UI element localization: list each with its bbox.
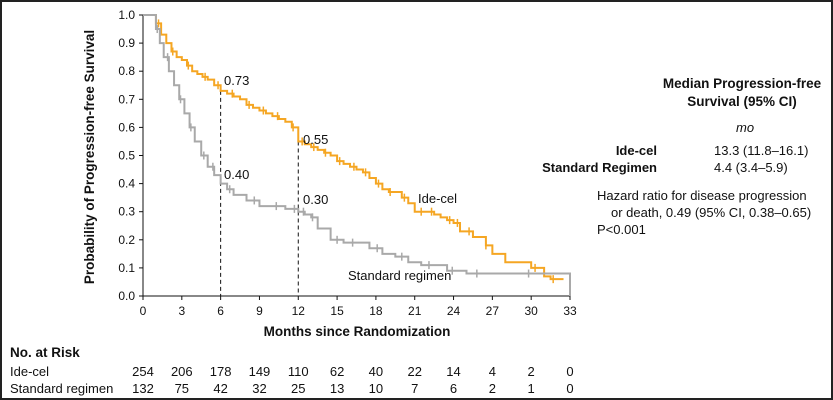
risk-value: 32 (252, 381, 267, 396)
x-tick-label: 15 (330, 304, 344, 318)
x-tick-label: 33 (563, 304, 577, 318)
risk-value: 13 (329, 381, 345, 396)
hazard-ratio-block: Hazard ratio for disease progression or … (597, 187, 827, 238)
risk-value: 22 (407, 364, 422, 379)
hazard-line-2: or death, 0.49 (95% CI, 0.38–0.65) (611, 205, 812, 220)
median-row-name-std: Standard Regimen (542, 160, 657, 175)
y-tick-label: 0.9 (118, 36, 135, 50)
risk-value: 254 (132, 364, 154, 379)
chart-labels: Probability of Progression-free Survival… (82, 30, 457, 339)
y-tick-label: 0.5 (118, 149, 135, 163)
x-tick-label: 0 (140, 304, 147, 318)
standard-curve-label: Standard regimen (348, 268, 451, 283)
median-row-value-std: 4.4 (3.4–5.9) (714, 160, 788, 175)
hazard-line-3: P<0.001 (597, 222, 646, 237)
median-row-value-ide: 13.3 (11.8–16.1) (714, 143, 809, 158)
y-axis-title: Probability of Progression-free Survival (82, 30, 97, 284)
y-tick-label: 0.4 (118, 177, 135, 191)
risk-value: 178 (209, 364, 232, 379)
km-curve-ide-cel (143, 14, 564, 281)
risk-value: 132 (132, 381, 154, 396)
risk-value: 0 (566, 381, 574, 396)
y-tick-label: 0.8 (118, 64, 135, 78)
x-axis-title: Months since Randomization (264, 324, 451, 339)
risk-value: 14 (446, 364, 461, 379)
risk-value: 10 (368, 381, 384, 396)
risk-value: 6 (449, 381, 458, 396)
km-curve-standard-regimen (143, 14, 571, 296)
risk-value: 110 (287, 364, 309, 379)
x-tick-label: 18 (369, 304, 383, 318)
risk-value: 42 (213, 381, 228, 396)
risk-value: 206 (170, 364, 193, 379)
x-tick-label: 24 (447, 304, 461, 318)
hazard-line-1: Hazard ratio for disease progression (597, 188, 807, 203)
risk-value: 75 (174, 381, 190, 396)
risk-value: 1 (527, 381, 535, 396)
x-tick-label: 21 (408, 304, 422, 318)
axes: 0 3 6 9 12 15 18 21 24 27 30 33 0.0 0.1 0.2 0.3 0.4 0.5 0.… (118, 8, 577, 318)
ide-cel-curve-label: Ide-cel (418, 191, 457, 206)
curves (143, 14, 571, 296)
risk-value: 62 (329, 364, 345, 379)
y-tick-label: 1.0 (118, 8, 135, 22)
x-tick-label: 12 (292, 304, 306, 318)
x-tick-label: 27 (486, 304, 500, 318)
median-unit: mo (736, 120, 755, 135)
median-title: Median Progression-free Survival (95% CI… (662, 76, 822, 109)
risk-value: 4 (488, 364, 496, 379)
y-tick-label: 0.7 (118, 92, 135, 106)
risk-label-ide: Ide-cel (10, 364, 50, 379)
y-tick-label: 0.2 (118, 233, 135, 247)
risk-table-title: No. at Risk (10, 345, 80, 360)
x-tick-label: 6 (217, 304, 224, 318)
risk-value: 2 (527, 364, 535, 379)
ide-12-annotation: 0.55 (303, 132, 328, 147)
risk-value: 0 (566, 364, 574, 379)
x-tick-label: 3 (178, 304, 185, 318)
x-tick-label: 30 (525, 304, 539, 318)
y-tick-label: 0.1 (118, 261, 135, 275)
y-tick-label: 0.0 (118, 289, 135, 303)
median-row-name-ide: Ide-cel (615, 143, 657, 158)
y-tick-label: 0.3 (118, 205, 135, 219)
risk-label-std: Standard regimen (10, 381, 114, 396)
risk-value: 7 (411, 381, 419, 396)
std-12-annotation: 0.30 (303, 192, 328, 207)
risk-value: 40 (368, 364, 384, 379)
y-tick-label: 0.6 (118, 120, 135, 134)
risk-value: 2 (488, 381, 496, 396)
ide-6-annotation: 0.73 (224, 73, 249, 88)
std-6-annotation: 0.40 (224, 167, 249, 182)
x-tick-label: 9 (256, 304, 263, 318)
risk-value: 149 (248, 364, 271, 379)
risk-value: 25 (291, 381, 306, 396)
